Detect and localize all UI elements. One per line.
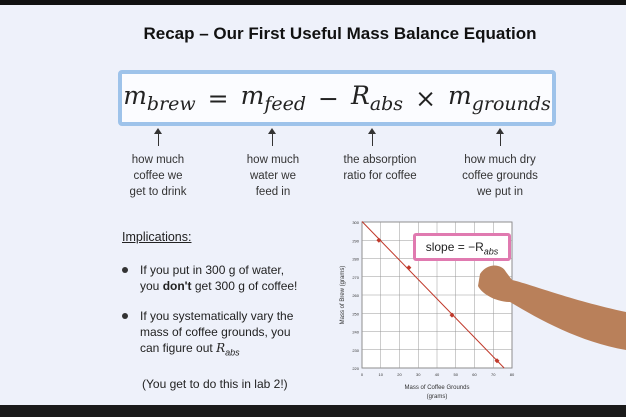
eq-term: Rabs (351, 81, 403, 115)
annotation-line: ratio for coffee (343, 170, 417, 182)
arm (478, 265, 626, 350)
y-tick-label: 230 (352, 348, 359, 353)
x-tick-label: 20 (397, 372, 402, 377)
text: If you systematically vary the mass of c… (140, 309, 294, 355)
y-tick-label: 260 (352, 293, 359, 298)
math-sub: abs (225, 347, 240, 358)
eq-op: − (318, 83, 339, 113)
bullet-dot (122, 313, 128, 319)
eq-term: mfeed (241, 81, 306, 115)
eq-sub: abs (369, 93, 404, 115)
annotation-line: how much (131, 154, 185, 166)
annotation-line: coffee we (133, 170, 183, 182)
text: you (140, 279, 163, 293)
annotation: how much water we feed in (213, 152, 333, 200)
eq-base: m (240, 81, 265, 110)
math: R (216, 341, 226, 355)
y-tick-label: 240 (352, 330, 359, 335)
note: (You get to do this in lab 2!) (142, 377, 288, 391)
screen-edge (0, 0, 626, 5)
eq-term: mgrounds (448, 81, 551, 115)
eq-base: R (350, 81, 370, 110)
eq-base: m (123, 81, 147, 110)
eq-sub: feed (264, 93, 307, 115)
annotation: how much coffee we get to drink (98, 152, 218, 200)
x-tick-label: 40 (435, 372, 440, 377)
arrow (496, 128, 504, 146)
annotation: the absorption ratio for coffee (320, 152, 440, 184)
annotation-line: get to drink (129, 186, 187, 198)
annotation-line: how much dry (464, 154, 536, 166)
text: If you put in 300 g of water, (140, 263, 285, 277)
y-tick-label: 250 (352, 311, 359, 316)
x-tick-label: 50 (454, 372, 459, 377)
annotation-line: we put in (476, 186, 524, 198)
eq-sub: brew (146, 93, 196, 115)
x-tick-label: 30 (416, 372, 421, 377)
y-tick-label: 280 (352, 257, 359, 262)
annotation-line: coffee grounds (462, 170, 538, 182)
trend-line (361, 221, 505, 369)
text-sub: abs (483, 246, 499, 257)
arrow (154, 128, 162, 146)
data-point (494, 358, 500, 364)
y-axis-label: Mass of Brew (grams) (340, 266, 346, 325)
chart-annotation: slope = −Rabs (413, 233, 511, 261)
data-point (406, 265, 412, 271)
eq-term: mbrew (123, 81, 195, 115)
slide-title: Recap – Our First Useful Mass Balance Eq… (143, 24, 537, 43)
y-tick-label: 300 (352, 220, 359, 225)
y-tick-label: 290 (352, 238, 359, 243)
annotation-line: feed in (255, 186, 291, 198)
x-tick-label: 80 (510, 372, 515, 377)
arrow (368, 128, 376, 146)
data-point (376, 237, 382, 243)
eq-op: = (207, 83, 229, 113)
eq-op: × (415, 83, 437, 113)
bullet: If you put in 300 g of water, you don't g… (140, 262, 320, 294)
arrow (268, 128, 276, 146)
annotation-line: water we (249, 170, 297, 182)
annotation: how much dry coffee grounds we put in (440, 152, 560, 200)
equation: mbrew = mfeed − Rabs × mgrounds (118, 70, 556, 126)
eq-sub: grounds (471, 93, 551, 115)
bold-text: don't (162, 279, 192, 293)
text: get 300 g of coffee! (191, 279, 298, 293)
x-tick-label: 70 (491, 372, 496, 377)
x-tick-label: 60 (472, 372, 477, 377)
text: slope = −R (425, 240, 484, 254)
eq-base: m (448, 81, 472, 110)
x-tick-label: 10 (379, 372, 384, 377)
bullet-dot (122, 267, 128, 273)
screen-edge (0, 405, 626, 417)
data-point (449, 312, 455, 318)
x-axis-label: (grams) (427, 394, 448, 400)
presenter-arm (478, 265, 626, 350)
x-axis-label: Mass of Coffee Grounds (405, 385, 470, 391)
x-tick-label: 0 (361, 372, 364, 377)
y-tick-label: 270 (352, 275, 359, 280)
y-tick-label: 220 (352, 366, 359, 371)
implications-heading: Implications: (122, 230, 192, 244)
bullet: If you systematically vary the mass of c… (140, 308, 300, 360)
annotation-line: the absorption (343, 154, 417, 166)
annotation-line: how much (246, 154, 300, 166)
